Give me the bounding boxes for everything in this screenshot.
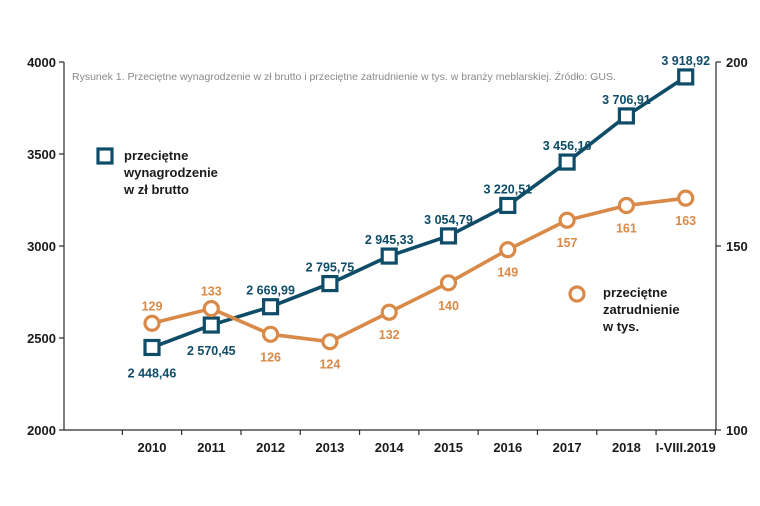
employment-point xyxy=(677,189,695,207)
wage-point xyxy=(321,274,339,293)
wage-point xyxy=(380,247,398,265)
employment-point xyxy=(439,274,458,292)
x-tick-label: 2012 xyxy=(256,440,285,455)
wage-data-label: 3 220,51 xyxy=(483,182,532,196)
data-labels: 2 448,46 2 570,45 2 669,99 2 795,75 2 945,33… xyxy=(128,54,710,381)
left-tick-label: 2000 xyxy=(27,423,56,438)
employment-legend-marker xyxy=(568,285,586,303)
x-tick-label: 2017 xyxy=(553,440,582,455)
employment-legend-label: zatrudnienie xyxy=(603,302,680,317)
right-tick-label: 200 xyxy=(726,55,748,70)
employment-point xyxy=(558,211,576,229)
series-lines xyxy=(151,75,687,350)
wage-data-label: 2 669,99 xyxy=(246,284,295,298)
wage-data-label: 3 456,16 xyxy=(543,139,592,153)
employment-data-label: 163 xyxy=(675,214,696,228)
employment-data-label: 157 xyxy=(557,236,578,250)
x-tick-label: 2014 xyxy=(375,440,405,455)
employment-point xyxy=(202,299,220,318)
wage-data-label: 2 795,75 xyxy=(306,261,355,275)
wage-data-label: 2 448,46 xyxy=(128,366,177,380)
wage-point xyxy=(499,196,517,215)
wage-data-label: 3 054,79 xyxy=(424,213,473,227)
employment-point xyxy=(143,314,161,332)
employment-data-label: 129 xyxy=(142,299,163,313)
wage-legend-marker xyxy=(96,147,114,165)
right-tick-label: 150 xyxy=(726,239,748,254)
x-tick-label: 2013 xyxy=(315,440,344,455)
wage-data-label: 3 706,91 xyxy=(602,93,651,107)
wage-point xyxy=(617,107,636,125)
wage-point xyxy=(143,338,161,357)
employment-data-label: 140 xyxy=(438,299,459,313)
wage-point xyxy=(677,68,695,86)
employment-data-label: 124 xyxy=(319,358,340,372)
employment-legend-label: przeciętne xyxy=(603,285,667,300)
chart-title: Rysunek 1. Przeciętne wynagrodzenie w zł… xyxy=(72,70,616,83)
x-tick-label: I-VIII.2019 xyxy=(656,440,716,455)
employment-point xyxy=(262,325,280,343)
wage-point xyxy=(558,153,576,171)
wage-legend-label: przeciętne xyxy=(124,148,188,163)
left-tick-label: 3000 xyxy=(27,239,56,254)
wage-data-label: 3 918,92 xyxy=(661,54,710,68)
left-tick-label: 3500 xyxy=(27,147,56,162)
wage-point xyxy=(262,298,280,316)
employment-data-label: 133 xyxy=(201,285,222,299)
wage-data-label: 2 570,45 xyxy=(187,344,236,358)
x-tick-label: 2016 xyxy=(493,440,522,455)
x-tick-label: 2018 xyxy=(612,440,641,455)
wage-legend-label: wynagrodzenie xyxy=(123,165,218,180)
series-markers xyxy=(143,68,695,357)
employment-point xyxy=(499,241,517,259)
x-tick-label: 2015 xyxy=(434,440,463,455)
left-tick-label: 2500 xyxy=(27,331,56,346)
employment-point xyxy=(380,303,398,321)
x-tick-label: 2010 xyxy=(138,440,167,455)
legend: przeciętne wynagrodzenie w zł brutto przeci… xyxy=(96,147,680,334)
axes: 2000 2500 3000 3500 4000 100 150 200 2010 2011 201… xyxy=(27,55,748,455)
employment-data-label: 161 xyxy=(616,222,637,236)
employment-data-label: 126 xyxy=(260,350,281,364)
wage-point xyxy=(439,227,458,245)
left-tick-label: 4000 xyxy=(27,55,56,70)
right-tick-label: 100 xyxy=(726,423,748,438)
wage-series-line xyxy=(151,75,687,350)
employment-data-label: 132 xyxy=(379,328,400,342)
employment-data-label: 149 xyxy=(497,266,518,280)
employment-legend-label: w tys. xyxy=(602,319,639,334)
wage-point xyxy=(202,316,220,334)
wage-legend-label: w zł brutto xyxy=(123,182,189,197)
employment-point xyxy=(617,196,636,215)
employment-point xyxy=(321,333,339,351)
wage-data-label: 2 945,33 xyxy=(365,233,414,247)
employment-series-line xyxy=(151,196,686,344)
x-tick-label: 2011 xyxy=(197,440,225,455)
